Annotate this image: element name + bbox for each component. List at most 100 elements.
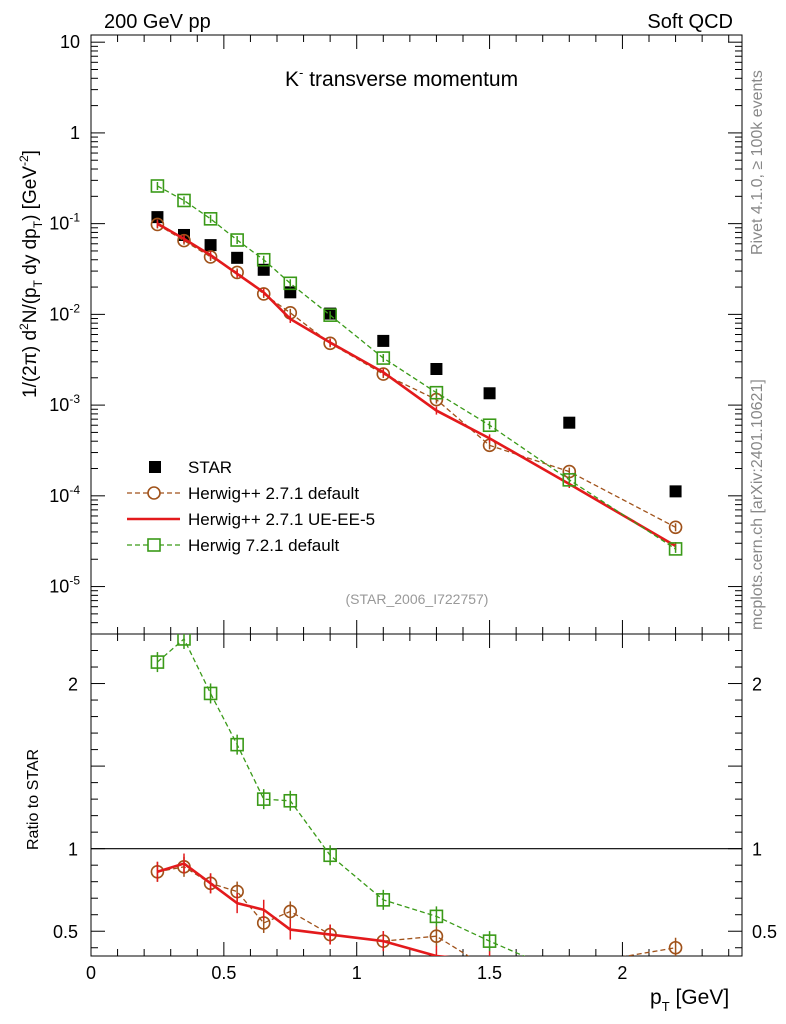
y-tick-label: 10-5 bbox=[49, 574, 80, 597]
x-tick-label: 1.5 bbox=[477, 963, 502, 983]
ratio-marker-3 bbox=[203, 686, 218, 701]
y-tick-label: 10-3 bbox=[49, 392, 80, 415]
ratio-tick-label-right: 1 bbox=[752, 840, 762, 860]
ratio-marker-3 bbox=[150, 655, 165, 669]
series-marker-1 bbox=[376, 367, 391, 381]
series-marker-1 bbox=[668, 520, 683, 535]
series-marker-1 bbox=[256, 287, 271, 301]
series-marker-3 bbox=[482, 418, 497, 433]
header-left: 200 GeV pp bbox=[104, 11, 211, 33]
ylabel-part-d: T bbox=[31, 279, 45, 287]
ylabel-part-a: 1/(2π) d bbox=[20, 330, 41, 398]
y-tick-label-base: 10 bbox=[49, 214, 69, 234]
series-marker-1 bbox=[230, 265, 244, 280]
series-marker-3 bbox=[429, 385, 444, 400]
ratio-tick-label-left: 2 bbox=[68, 675, 78, 695]
series-line-3 bbox=[157, 185, 676, 550]
side-version-label: Rivet 4.1.0, ≥ 100k events bbox=[749, 70, 766, 255]
x-tick-label: 0 bbox=[86, 963, 96, 983]
y-tick-label-exp: -5 bbox=[69, 574, 80, 588]
legend-marker-star bbox=[149, 461, 161, 473]
x-label-sub: T bbox=[662, 999, 670, 1014]
ratio-line-2 bbox=[157, 862, 451, 956]
ylabel-part-i: ] bbox=[20, 150, 41, 155]
ratio-marker-3 bbox=[563, 970, 575, 982]
ratio-marker-3 bbox=[256, 792, 271, 806]
ratio-marker-3 bbox=[323, 848, 337, 863]
ratio-marker-1 bbox=[563, 960, 575, 972]
series-marker-3 bbox=[230, 233, 244, 247]
y-tick-label-base: 10 bbox=[49, 486, 69, 506]
main-series-group bbox=[150, 179, 683, 556]
series-marker-3 bbox=[203, 212, 218, 226]
series-marker-3 bbox=[562, 473, 577, 487]
ratio-tick-label-right: 2 bbox=[752, 675, 762, 695]
y-tick-label-base: 1 bbox=[70, 123, 80, 143]
x-tick-label: 0.5 bbox=[211, 963, 236, 983]
x-axis-label: pT [GeV] bbox=[650, 986, 729, 1014]
ratio-series-group bbox=[150, 634, 683, 982]
ratio-marker-3 bbox=[429, 909, 444, 924]
star-data-point bbox=[669, 485, 682, 498]
y-tick-label-exp: -3 bbox=[69, 392, 80, 406]
legend-label: Herwig++ 2.7.1 default bbox=[188, 484, 359, 503]
series-marker-3 bbox=[177, 193, 191, 208]
y-tick-label: 10-2 bbox=[49, 301, 80, 324]
ylabel-part-c: N/(p bbox=[20, 287, 41, 323]
y-tick-label-base: 10 bbox=[49, 395, 69, 415]
y-tick-label: 10 bbox=[60, 32, 80, 52]
ratio-line-3 bbox=[157, 637, 526, 956]
x-label-unit: [GeV] bbox=[670, 986, 730, 1009]
y-tick-label: 10-4 bbox=[49, 483, 80, 506]
side-source-wrap: mcplots.cern.ch [arXiv:2401.10621] bbox=[749, 379, 766, 630]
analysis-id: (STAR_2006_I722757) bbox=[346, 591, 489, 607]
star-data-point bbox=[430, 362, 443, 375]
plot-title-rest: transverse momentum bbox=[303, 68, 518, 91]
ylabel-part-e: dy dp bbox=[20, 228, 41, 280]
plot-title-main: K bbox=[285, 68, 299, 91]
series-marker-3 bbox=[376, 351, 391, 365]
ratio-marker-3 bbox=[482, 934, 497, 948]
ratio-ylabel-wrap: Ratio to STAR bbox=[25, 749, 42, 850]
ylabel-part-h: -2 bbox=[17, 155, 31, 166]
legend-label: Herwig++ 2.7.1 UE-EE-5 bbox=[188, 510, 375, 529]
ratio-marker-3 bbox=[177, 634, 191, 646]
ratio-marker-1 bbox=[429, 929, 444, 943]
star-data-point bbox=[563, 416, 576, 429]
series-marker-3 bbox=[323, 308, 337, 322]
ratio-marker-1 bbox=[283, 904, 298, 919]
x-tick-label: 1 bbox=[352, 963, 362, 983]
series-marker-3 bbox=[256, 252, 271, 267]
series-marker-3 bbox=[150, 179, 165, 193]
ratio-marker-3 bbox=[283, 793, 298, 808]
plot-title-sup: - bbox=[299, 65, 303, 80]
y-tick-label-base: 10 bbox=[49, 304, 69, 324]
y-tick-label-base: 10 bbox=[60, 32, 80, 52]
side-version-wrap: Rivet 4.1.0, ≥ 100k events bbox=[749, 70, 766, 255]
series-marker-3 bbox=[668, 542, 683, 556]
ylabel-part-f: T bbox=[31, 220, 45, 228]
star-data-point bbox=[377, 334, 390, 347]
ratio-ylabel: Ratio to STAR bbox=[25, 749, 42, 850]
legend-marker-square bbox=[147, 538, 161, 552]
series-line-2 bbox=[156, 222, 677, 548]
series-marker-1 bbox=[323, 336, 337, 351]
main-ylabel-wrap: 1/(2π) d2N/(pT dy dpT) [GeV-2] bbox=[17, 150, 45, 398]
main-ylabel: 1/(2π) d2N/(pT dy dpT) [GeV-2] bbox=[17, 150, 45, 398]
y-tick-label-exp: -2 bbox=[69, 301, 80, 315]
x-tick-label: 2 bbox=[617, 963, 627, 983]
x-label-main: p bbox=[650, 986, 662, 1009]
star-data-point bbox=[483, 387, 496, 400]
legend-marker-circle bbox=[147, 486, 161, 500]
y-tick-label-exp: -4 bbox=[69, 483, 80, 497]
y-tick-label-base: 10 bbox=[49, 577, 69, 597]
ratio-marker-3 bbox=[670, 970, 682, 982]
series-marker-3 bbox=[283, 276, 298, 291]
series-line-1 bbox=[157, 223, 676, 528]
series-marker-1 bbox=[203, 250, 218, 264]
y-tick-label: 1 bbox=[70, 123, 80, 143]
ratio-line-1 bbox=[157, 866, 676, 956]
series-marker-1 bbox=[150, 217, 165, 232]
